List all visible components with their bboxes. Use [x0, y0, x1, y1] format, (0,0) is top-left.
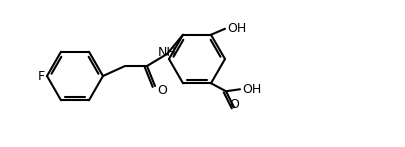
Text: O: O — [229, 98, 239, 111]
Text: OH: OH — [227, 22, 246, 35]
Text: NH: NH — [158, 46, 176, 59]
Text: O: O — [157, 83, 167, 96]
Text: F: F — [38, 70, 45, 82]
Text: OH: OH — [242, 83, 261, 96]
